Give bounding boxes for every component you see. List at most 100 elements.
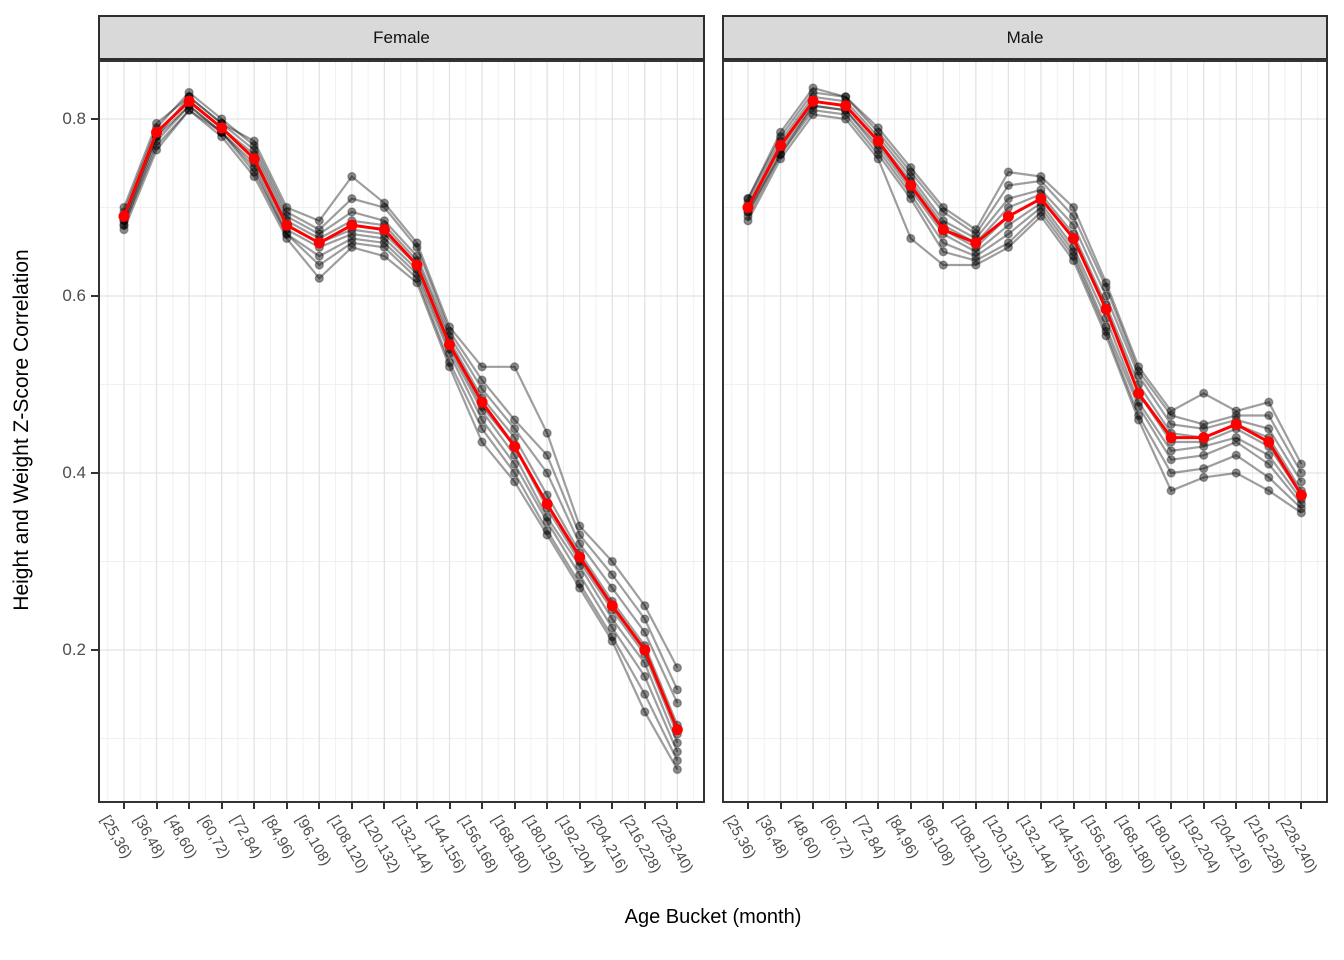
data-point xyxy=(282,207,292,217)
y-tick-label: 0.4 xyxy=(62,463,86,482)
data-point xyxy=(509,477,520,487)
data-point xyxy=(477,424,487,434)
data-point xyxy=(444,362,455,372)
data-point xyxy=(542,450,552,460)
data-point xyxy=(1003,167,1014,177)
series-line xyxy=(747,108,1303,510)
data-point xyxy=(640,601,650,611)
data-point xyxy=(1199,388,1209,399)
y-tick-mark xyxy=(91,649,98,651)
series-line xyxy=(747,91,1303,474)
mean-point xyxy=(313,237,325,249)
mean-point xyxy=(872,135,884,147)
mean-point xyxy=(411,259,423,271)
data-point xyxy=(1264,424,1274,434)
x-tick-mark xyxy=(909,803,912,809)
data-point xyxy=(542,525,552,536)
data-point xyxy=(347,238,357,248)
data-point xyxy=(509,468,520,478)
data-point xyxy=(1199,472,1209,483)
data-point xyxy=(1264,450,1274,460)
x-tick-mark xyxy=(1235,803,1238,809)
data-point xyxy=(1101,278,1111,288)
data-point xyxy=(477,362,487,372)
data-point xyxy=(249,140,259,151)
data-point xyxy=(1264,486,1274,496)
data-point xyxy=(1296,459,1307,469)
data-point xyxy=(1068,220,1079,230)
y-tick-label: 0.2 xyxy=(62,640,86,659)
data-point xyxy=(477,375,487,385)
data-point xyxy=(412,242,422,253)
y-tick-label: 0.6 xyxy=(62,286,86,305)
x-tick-mark xyxy=(877,803,880,809)
data-point xyxy=(840,114,851,124)
data-point xyxy=(444,357,455,368)
mean-point xyxy=(1230,418,1242,430)
data-point xyxy=(477,415,487,425)
data-point xyxy=(1036,171,1046,182)
x-tick-mark xyxy=(747,803,749,809)
data-point xyxy=(607,583,617,593)
data-point xyxy=(575,570,585,580)
x-tick-mark xyxy=(448,803,451,809)
x-tick-mark xyxy=(578,803,581,809)
series-line xyxy=(122,90,679,691)
x-tick-mark xyxy=(481,803,484,809)
data-point xyxy=(1296,468,1307,478)
data-point xyxy=(412,238,422,248)
data-point xyxy=(1264,472,1274,483)
data-point xyxy=(379,251,390,261)
mean-point xyxy=(970,237,982,249)
data-point xyxy=(412,278,422,288)
mean-point xyxy=(216,122,228,134)
data-point xyxy=(906,162,916,173)
data-point xyxy=(575,521,585,531)
data-point xyxy=(1133,410,1144,421)
x-tick-mark xyxy=(1105,803,1108,809)
data-point xyxy=(1166,419,1176,430)
series-line xyxy=(747,95,1303,483)
data-point xyxy=(938,207,949,217)
mean-point xyxy=(574,551,586,563)
data-point xyxy=(575,583,585,593)
x-tick-mark xyxy=(1170,803,1173,809)
mean-point xyxy=(151,126,163,138)
data-point xyxy=(509,362,520,372)
data-point xyxy=(1231,432,1241,443)
data-point xyxy=(1133,370,1144,381)
data-point xyxy=(607,636,617,646)
data-point xyxy=(873,149,883,160)
data-point xyxy=(873,123,883,133)
data-point xyxy=(119,224,129,235)
data-point xyxy=(379,202,390,213)
facet-strip-male: Male xyxy=(722,15,1328,60)
x-tick-mark xyxy=(123,803,125,809)
data-point xyxy=(1101,326,1111,337)
data-point xyxy=(672,764,683,775)
data-point xyxy=(1003,220,1014,230)
x-tick-mark xyxy=(513,803,516,809)
data-point xyxy=(938,238,949,248)
data-point xyxy=(640,671,650,682)
data-point xyxy=(607,632,617,642)
data-point xyxy=(1003,193,1014,204)
data-point xyxy=(607,556,617,567)
data-point xyxy=(575,578,585,589)
data-point xyxy=(477,437,487,447)
x-tick-mark xyxy=(1007,803,1010,809)
mean-point xyxy=(118,210,130,222)
data-point xyxy=(971,255,981,266)
data-point xyxy=(1133,362,1144,372)
data-point xyxy=(1068,211,1079,222)
data-point xyxy=(379,242,390,253)
data-point xyxy=(775,154,786,164)
data-point xyxy=(444,322,455,332)
data-point xyxy=(1166,468,1176,478)
panel-female xyxy=(98,60,705,803)
mean-point xyxy=(671,724,683,736)
x-tick-mark xyxy=(155,803,158,809)
x-tick-mark xyxy=(1039,803,1042,809)
data-point xyxy=(314,260,325,270)
y-tick-mark xyxy=(91,118,98,120)
